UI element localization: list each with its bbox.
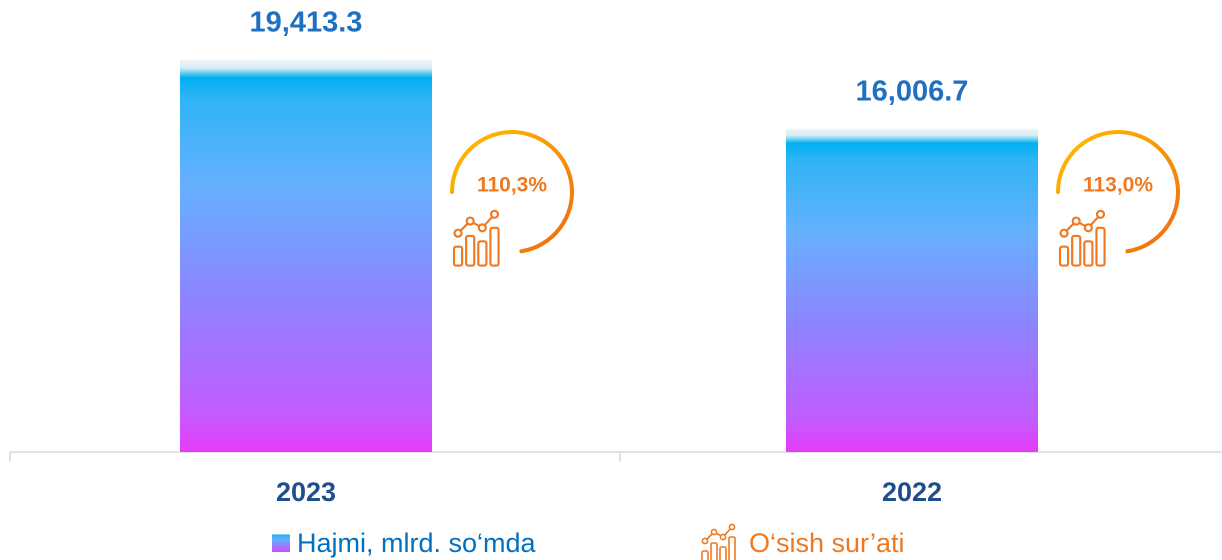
icon-bar [1058,245,1070,267]
bar [786,128,1038,452]
growth-arc [1056,130,1180,254]
growth-label: 113,0% [1083,174,1153,197]
icon-dot [1059,228,1069,238]
growth-icon [452,209,500,267]
icon-dot [1083,223,1093,233]
icon-bar [477,240,488,267]
icon-line [1063,213,1102,234]
legend-swatch [272,534,290,552]
growth-icon [1058,209,1106,267]
icon-bar [701,550,709,560]
icon-bar [728,536,736,560]
icon-bar [710,542,718,560]
x-tick-label: 2022 [882,477,942,507]
icon-bar [465,234,476,267]
icon-dot [465,216,475,226]
icon-bar [452,245,464,267]
legend-label: O‘sish sur’ati [749,528,905,558]
icon-dot [1095,209,1106,219]
value-label: 19,413.3 [250,7,363,39]
icon-bar [719,546,727,560]
icon-line [457,213,496,234]
icon-dot [701,537,709,545]
icon-bar [1083,240,1094,267]
icon-bar [1071,234,1082,267]
icon-dot [477,223,487,233]
icon-dot [1071,216,1081,226]
icon-dot [719,533,727,541]
legend-label: Hajmi, mlrd. so‘mda [297,528,537,558]
icon-bar [1095,226,1106,267]
growth-icon [701,523,736,560]
value-label: 16,006.7 [856,75,969,107]
x-tick-label: 2023 [276,477,336,507]
icon-dot [489,209,500,219]
bar [180,60,432,452]
icon-dot [728,523,736,531]
growth-arc [450,130,574,254]
icon-line [704,526,733,542]
icon-dot [453,228,463,238]
icon-bar [489,226,500,267]
growth-label: 110,3% [477,174,547,197]
icon-dot [710,528,718,536]
